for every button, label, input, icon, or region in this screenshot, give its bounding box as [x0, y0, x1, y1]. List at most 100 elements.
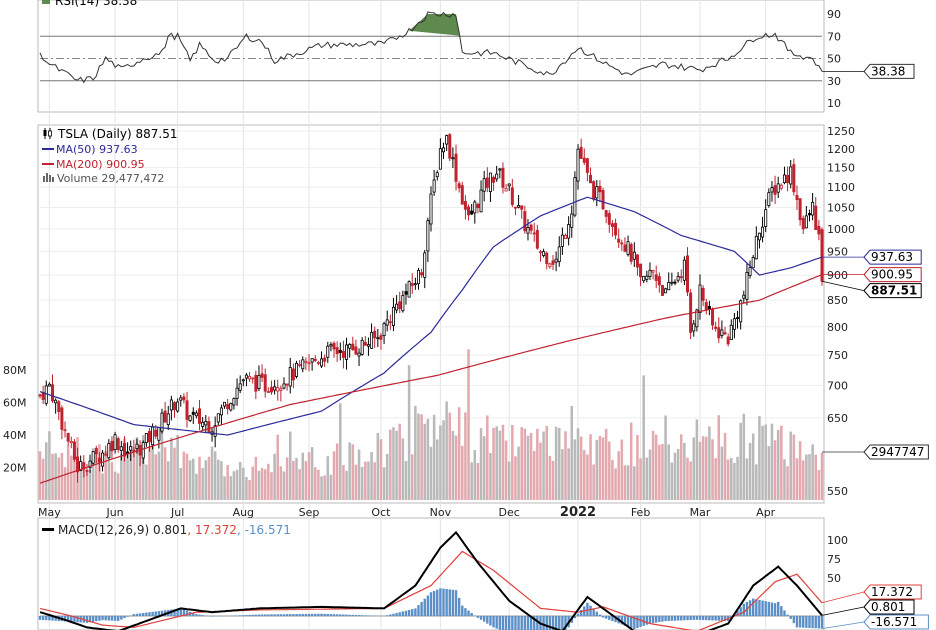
volume-bar — [773, 440, 777, 500]
price-tick-label: 900 — [827, 269, 848, 282]
macd-histogram-bar — [282, 614, 286, 616]
candle-body — [316, 362, 320, 364]
volume-bar — [170, 437, 173, 500]
macd-histogram-bar — [426, 595, 430, 616]
candle-body — [604, 210, 608, 217]
candle-body — [176, 401, 180, 412]
macd-histogram-bar — [417, 605, 420, 616]
volume-bar — [507, 461, 511, 500]
volume-value-marker-box — [863, 444, 929, 460]
volume-bar — [188, 460, 192, 500]
macd-histogram-bar — [63, 616, 67, 622]
volume-bar — [389, 429, 392, 500]
macd-histogram-bar — [467, 610, 470, 616]
volume-bar — [323, 475, 326, 500]
candle-body — [623, 244, 627, 252]
macd-histogram-bar — [154, 611, 157, 616]
candle-body — [169, 399, 173, 411]
macd-histogram-bar — [238, 615, 242, 616]
volume-bar — [395, 430, 398, 500]
volume-bar — [805, 454, 808, 500]
volume-bar — [439, 425, 442, 500]
macd-histogram-bar — [135, 613, 139, 616]
candle-body — [773, 185, 777, 195]
volume-bar — [198, 456, 201, 500]
macd-histogram-bar — [536, 616, 539, 630]
volume-bar — [536, 428, 539, 500]
volume-bar — [761, 425, 764, 500]
macd-histogram-bar — [289, 614, 292, 616]
candle-body — [54, 399, 58, 404]
volume-bar — [748, 442, 752, 500]
candle-body — [776, 183, 780, 193]
rsi-line — [39, 11, 823, 84]
panel-frame — [37, 517, 825, 630]
macd-histogram-bar — [91, 616, 95, 622]
candle-body — [517, 205, 521, 208]
rsi-legend: RSI(14) 38.38 — [42, 0, 137, 8]
macd-legend: MACD(12,26,9) 0.801, 17.372, -16.571 — [42, 523, 291, 537]
candle-body — [498, 168, 502, 171]
macd-histogram-bar — [504, 616, 508, 630]
macd-histogram-bar — [210, 616, 214, 617]
volume-bar — [770, 423, 774, 500]
macd-histogram-bar — [273, 614, 276, 616]
volume-bar — [276, 434, 279, 500]
volume-bar — [601, 437, 605, 500]
candle-body — [401, 295, 405, 312]
macd-histogram-bar — [48, 616, 51, 621]
macd-histogram-bar — [117, 616, 120, 621]
candle-body — [341, 350, 345, 358]
candle-body — [144, 433, 148, 443]
macd-histogram-bar — [304, 613, 308, 616]
candle-body — [504, 188, 508, 192]
candle-body — [173, 402, 177, 411]
macd-histogram-bar — [523, 616, 527, 630]
macd-histogram-bar — [482, 616, 486, 622]
volume-bar — [792, 434, 796, 500]
candle-body — [629, 244, 633, 262]
macd-histogram-bar — [85, 616, 89, 623]
hist-value-marker-leader — [821, 621, 865, 629]
candle-body — [191, 411, 195, 415]
candle-body — [488, 172, 492, 193]
macd-histogram-bar — [798, 616, 802, 628]
volume-bar — [339, 403, 342, 500]
volume-bar — [251, 466, 254, 500]
candle-body — [695, 309, 699, 328]
volume-bar — [467, 349, 470, 500]
macd-histogram-bar — [185, 610, 189, 616]
volume-bar — [658, 444, 661, 500]
macd-histogram-bar — [295, 614, 298, 616]
volume-bar — [482, 436, 486, 500]
volume-bar — [63, 467, 67, 500]
volume-bar — [776, 429, 780, 500]
volume-bar — [273, 453, 276, 500]
candle-body — [501, 167, 505, 188]
candle-body — [617, 238, 621, 243]
macd-histogram-bar — [464, 608, 467, 616]
macd-histogram-bar — [442, 588, 445, 616]
candle-body — [116, 438, 120, 450]
volume-bar — [451, 431, 455, 500]
macd-histogram-bar — [820, 616, 824, 629]
macd-histogram-bar — [182, 609, 186, 616]
ma50-value-marker-box — [863, 249, 922, 265]
volume-bar — [123, 438, 126, 500]
candle-body — [748, 267, 752, 276]
candle-body — [573, 177, 577, 216]
candle-body — [388, 321, 392, 324]
macd-histogram-bar — [514, 616, 517, 630]
candle-body — [320, 358, 324, 367]
candle-body — [820, 229, 824, 282]
volume-bar — [504, 440, 508, 500]
volume-bar — [223, 476, 226, 500]
price-tick-label: 1200 — [827, 143, 855, 156]
price-legend: TSLA (Daily) 887.51 MA(50) 937.63 MA(200… — [42, 127, 177, 185]
volume-bar — [679, 434, 683, 500]
candle-body — [294, 362, 298, 377]
candle-body — [542, 251, 546, 256]
volume-tick-label: 40M — [3, 429, 27, 442]
macd-histogram-bar — [633, 616, 636, 630]
candle-body — [792, 164, 796, 193]
